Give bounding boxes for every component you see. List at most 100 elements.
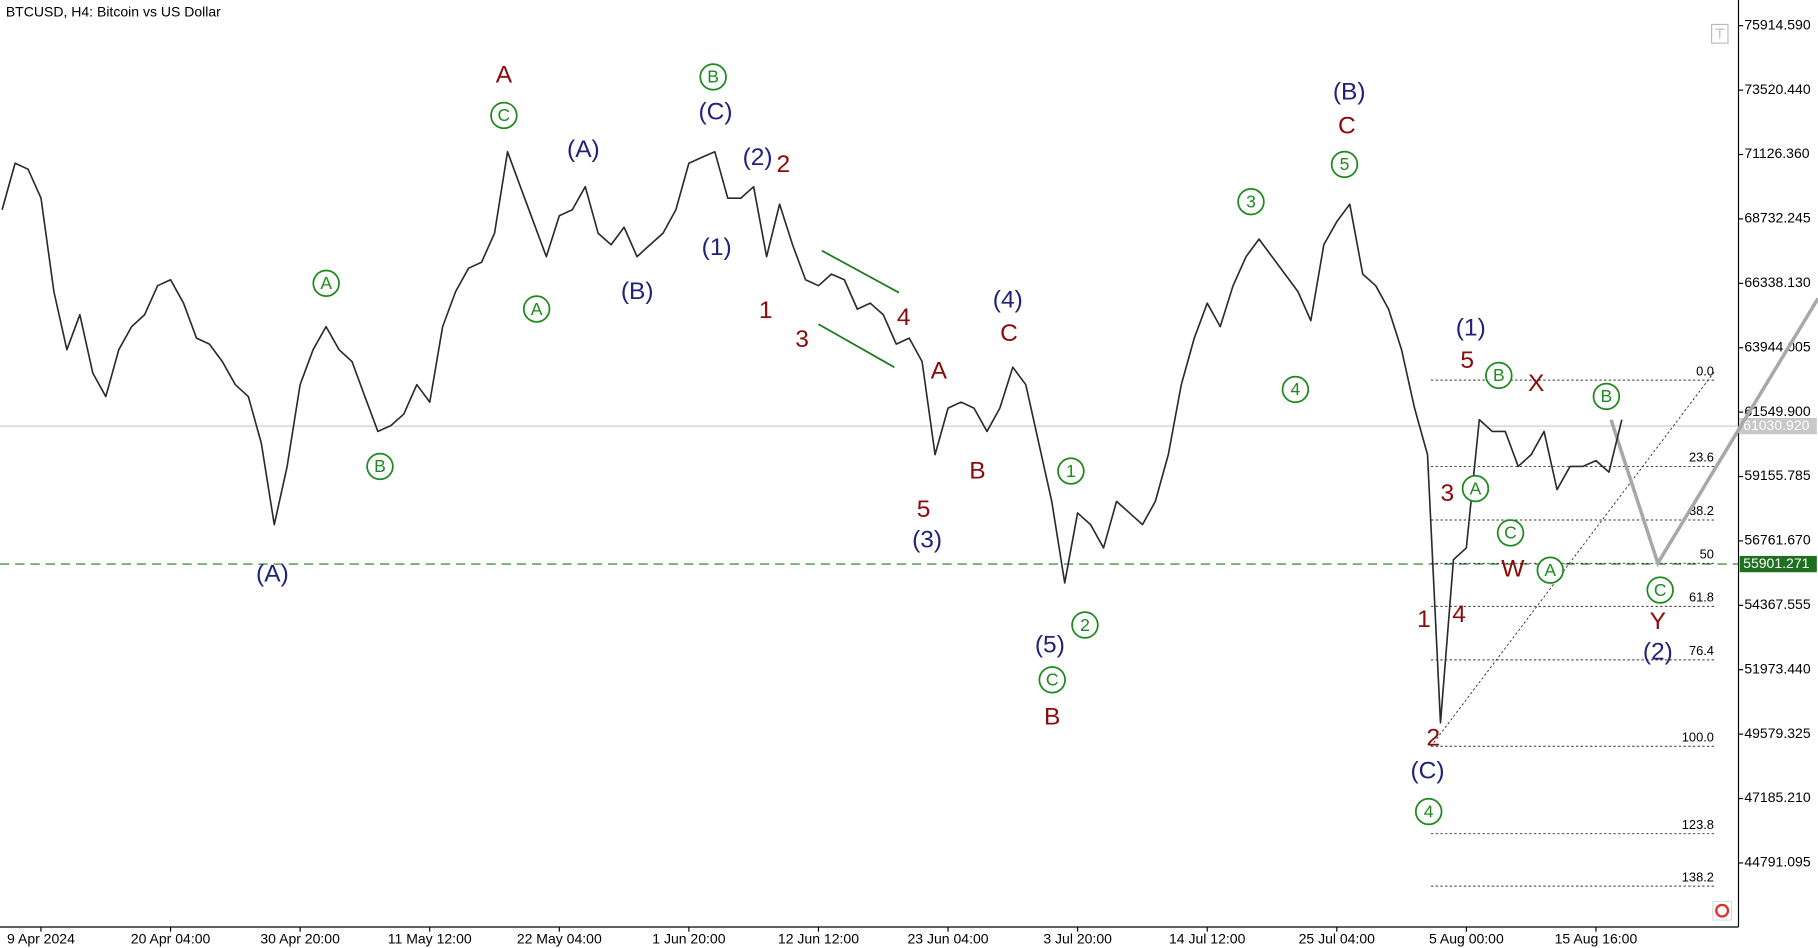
wave-label: B — [374, 456, 386, 476]
fib-level-label: 76.4 — [1689, 643, 1714, 658]
y-tick-label: 59155.785 — [1744, 467, 1810, 483]
wave-label-circle — [1414, 797, 1443, 826]
wave-label-circle — [1646, 576, 1674, 604]
y-tick-label: 68732.245 — [1744, 210, 1810, 226]
x-tick-label: 15 Aug 16:00 — [1555, 931, 1638, 947]
wave-label: C — [498, 105, 511, 125]
fib-level-label: 100.0 — [1682, 729, 1714, 744]
y-tick-label: 51973.440 — [1744, 660, 1810, 676]
wave-label: C — [1504, 523, 1517, 543]
wave-label: 4 — [1452, 601, 1466, 628]
wave-label: 3 — [795, 326, 809, 353]
y-tick-label: 66338.130 — [1744, 274, 1810, 290]
y-tick-label: 49579.325 — [1744, 725, 1810, 741]
price-line — [1, 150, 1623, 724]
wave-label: (1) — [702, 234, 732, 261]
wave-label: 2 — [1427, 725, 1441, 752]
wave-label-circle — [1281, 375, 1310, 404]
fib-level-label: 61.8 — [1689, 590, 1714, 605]
wave-label: X — [1528, 370, 1544, 397]
wave-label: 2 — [776, 151, 790, 178]
wave-label: 4 — [1424, 801, 1434, 821]
wave-label: B — [1044, 704, 1060, 731]
fib-level-label: 23.6 — [1689, 450, 1714, 465]
y-tick-label: 61549.900 — [1744, 403, 1810, 419]
wave-label: (A) — [567, 136, 600, 163]
wave-label: C — [1000, 320, 1018, 347]
y-tick-label: 71126.360 — [1744, 145, 1809, 161]
chart-title: BTCUSD, H4: Bitcoin vs US Dollar — [6, 4, 221, 20]
x-tick-label: 30 Apr 20:00 — [260, 931, 340, 947]
wave-label: A — [931, 357, 948, 384]
fib-level-label: 50 — [1700, 547, 1714, 562]
channel-line — [821, 249, 900, 294]
x-tick-label: 1 Jun 20:00 — [652, 931, 725, 947]
fib-trend-line — [1430, 370, 1716, 747]
wave-label: B — [707, 67, 719, 87]
y-tick-label: 56761.670 — [1744, 532, 1810, 548]
x-tick-label: 11 May 12:00 — [388, 931, 472, 947]
wave-label: A — [320, 273, 332, 293]
wave-label: C — [1338, 113, 1356, 140]
alert-icon-frame[interactable] — [1712, 900, 1733, 921]
y-tick-label: 73520.440 — [1744, 81, 1810, 97]
y-tick-label: 75914.590 — [1744, 16, 1810, 32]
projection-path — [1609, 297, 1818, 568]
wave-label: C — [1654, 580, 1667, 600]
wave-label: (4) — [993, 286, 1023, 313]
wave-label: 1 — [759, 297, 773, 324]
x-tick-label: 3 Jul 20:00 — [1043, 931, 1112, 947]
x-tick-label: 5 Aug 00:00 — [1429, 931, 1504, 947]
y-tick-label: 44791.095 — [1744, 854, 1810, 870]
y-tick-label: 54367.555 — [1744, 596, 1810, 612]
support-box — [1739, 555, 1817, 573]
wave-label: (A) — [256, 560, 289, 587]
wave-label: (3) — [912, 527, 942, 554]
wave-label: 3 — [1441, 480, 1455, 507]
wave-label: A — [1544, 560, 1556, 580]
x-tick-label: 23 Jun 04:00 — [908, 931, 989, 947]
wave-label: (B) — [1333, 79, 1366, 106]
fib-level-label: 123.8 — [1682, 817, 1714, 832]
wave-label-circle — [366, 452, 394, 481]
wave-label: C — [1046, 670, 1059, 690]
wave-label: 5 — [1340, 154, 1350, 174]
fib-level-label: 38.2 — [1689, 503, 1714, 518]
wave-label-circle — [1038, 666, 1066, 694]
wave-label: 5 — [917, 496, 931, 523]
wave-label: A — [1470, 478, 1482, 498]
template-icon-glyph — [1715, 28, 1725, 39]
wave-label: B — [1601, 386, 1613, 406]
wave-label: (B) — [621, 278, 654, 305]
fib-level-label: 138.2 — [1682, 869, 1714, 884]
wave-label-circle — [1496, 519, 1525, 547]
y-tick-label: 63944.005 — [1744, 338, 1810, 354]
x-tick-label: 22 May 04:00 — [517, 931, 602, 947]
current-price-label: 61030.920 — [1743, 417, 1809, 433]
wave-label: W — [1501, 556, 1525, 583]
wave-label-circle — [699, 63, 727, 91]
support-label: 55901.271 — [1743, 555, 1809, 571]
x-tick-label: 9 Apr 2024 — [7, 931, 75, 947]
wave-label: B — [969, 458, 985, 485]
wave-label-circle — [490, 101, 518, 130]
alert-icon — [1715, 903, 1730, 918]
wave-label: 2 — [1080, 615, 1090, 635]
wave-label: 3 — [1246, 192, 1256, 212]
x-tick-label: 14 Jul 12:00 — [1169, 931, 1246, 947]
wave-label-circle — [1237, 188, 1265, 216]
wave-label: 1 — [1417, 606, 1431, 633]
wave-label-circle — [1536, 556, 1565, 584]
wave-label-circle — [312, 269, 340, 298]
wave-label: B — [1493, 365, 1505, 385]
wave-label-circle — [1057, 457, 1085, 485]
wave-label-circle — [1592, 382, 1621, 411]
wave-label: (C) — [698, 99, 732, 126]
wave-label-circle — [1330, 150, 1359, 179]
template-icon[interactable] — [1711, 23, 1729, 44]
x-tick-label: 12 Jun 12:00 — [778, 931, 859, 947]
wave-label: (1) — [1456, 314, 1486, 341]
channel-line — [817, 323, 895, 369]
